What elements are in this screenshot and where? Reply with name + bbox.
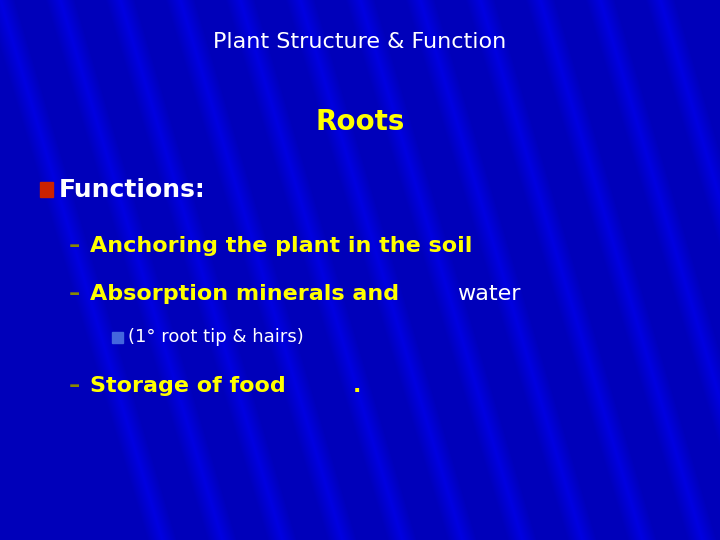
Bar <box>40 182 53 197</box>
Text: Anchoring the plant in the soil: Anchoring the plant in the soil <box>90 235 472 256</box>
Text: –: – <box>68 284 80 305</box>
Text: –: – <box>68 235 80 256</box>
Text: Roots: Roots <box>315 108 405 136</box>
Text: –: – <box>68 376 80 396</box>
Text: .: . <box>353 376 361 396</box>
Text: Storage of food: Storage of food <box>90 376 286 396</box>
Text: Plant Structure & Function: Plant Structure & Function <box>213 32 507 52</box>
Text: Functions:: Functions: <box>59 178 206 201</box>
Text: water: water <box>457 284 521 305</box>
Text: Absorption minerals and: Absorption minerals and <box>90 284 407 305</box>
Bar <box>112 332 123 343</box>
Text: (1° root tip & hairs): (1° root tip & hairs) <box>128 328 304 347</box>
